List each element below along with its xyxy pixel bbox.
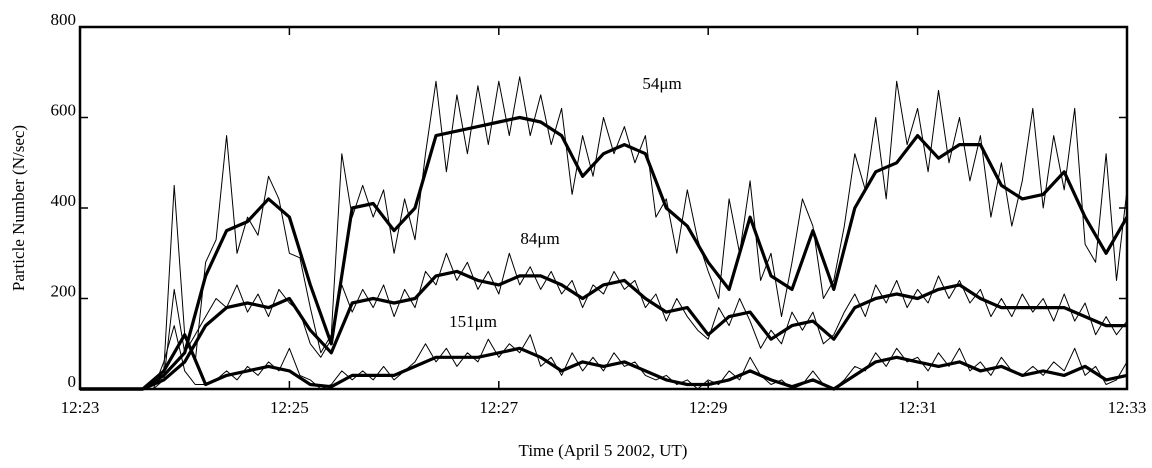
y-tick-label: 800 — [51, 10, 77, 29]
series-label: 54μm — [642, 74, 681, 93]
raw-line — [80, 76, 1128, 390]
y-axis-title: Particle Number (N/sec) — [9, 125, 28, 291]
series-label: 84μm — [520, 229, 559, 248]
y-tick-label: 0 — [68, 372, 77, 391]
smoothed-line — [80, 269, 1127, 391]
x-tick-label: 12:25 — [270, 398, 309, 417]
y-tick-label: 400 — [51, 191, 77, 210]
x-tick-label: 12:29 — [689, 398, 728, 417]
x-tick-label: 12:33 — [1108, 398, 1147, 417]
plot-frame — [78, 25, 1129, 391]
smoothed-line — [80, 115, 1129, 391]
y-tick-label: 600 — [51, 100, 77, 119]
raw-line — [80, 325, 1128, 390]
smoothed-line — [80, 333, 1128, 391]
x-axis-title: Time (April 5 2002, UT) — [519, 441, 688, 460]
x-tick-label: 12:31 — [898, 398, 937, 417]
x-tick-label: 12:27 — [479, 398, 518, 417]
x-tick-label: 12:23 — [61, 398, 100, 417]
series-label: 151μm — [449, 312, 497, 331]
raw-line — [80, 252, 1128, 390]
y-tick-label: 200 — [51, 281, 77, 300]
